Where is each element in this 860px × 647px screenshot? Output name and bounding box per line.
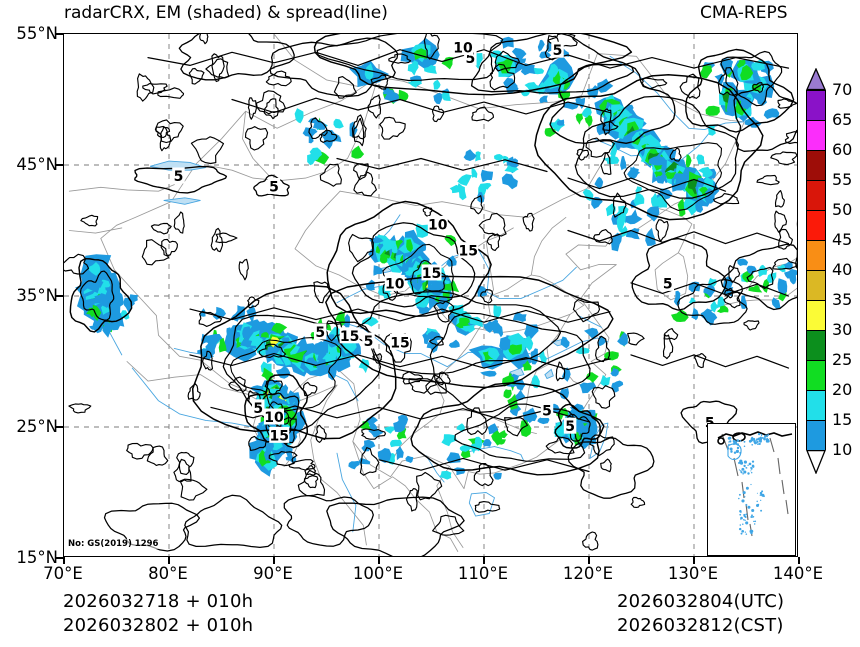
contour-label: 5	[269, 179, 279, 195]
colorbar-band	[806, 120, 826, 150]
colorbar-tick-label: 35	[832, 290, 853, 309]
x-tick-mark	[483, 557, 485, 564]
colorbar-tick-label: 30	[832, 320, 853, 339]
x-tick-mark	[168, 557, 170, 564]
contour-label: 15	[422, 266, 441, 282]
colorbar-tick-label: 65	[832, 110, 853, 129]
contour-label: 10	[264, 410, 284, 426]
footer-valid-utc: 2026032804(UTC)	[617, 591, 785, 612]
chart-title: radarCRX, EM (shaded) & spread(line)	[64, 3, 388, 23]
y-tick-label: 45°N	[16, 155, 58, 174]
colorbar-band	[806, 300, 826, 330]
x-tick-label: 100°E	[352, 564, 404, 583]
contour-label: 5	[465, 51, 475, 67]
x-tick-label: 70°E	[43, 564, 83, 583]
y-tick-label: 25°N	[16, 417, 58, 436]
y-tick-mark	[56, 426, 63, 428]
x-tick-mark	[693, 557, 695, 564]
colorbar-tick-label: 55	[832, 170, 853, 189]
contour-label: 5	[315, 325, 325, 341]
contour-label: 5	[364, 334, 374, 350]
colorbar-bottom-arrow	[806, 450, 826, 474]
colorbar-tick-label: 50	[832, 200, 853, 219]
map-plot-area: 55510101515105155155101555555 No: GS(201…	[63, 33, 798, 557]
colorbar-band	[806, 420, 826, 450]
y-tick-label: 55°N	[16, 24, 58, 43]
colorbar-tick-label: 20	[832, 380, 853, 399]
x-tick-label: 120°E	[562, 564, 614, 583]
colorbar-tick-label: 70	[832, 80, 853, 99]
inset-canvas	[717, 431, 793, 537]
y-tick-mark	[56, 295, 63, 297]
contour-label: 10	[385, 276, 405, 292]
contour-label: 5	[253, 401, 263, 417]
x-tick-label: 110°E	[457, 564, 509, 583]
colorbar-band	[806, 270, 826, 300]
y-tick-mark	[56, 557, 63, 559]
colorbar-band	[806, 150, 826, 180]
colorbar-band	[806, 90, 826, 120]
spread-contours	[64, 34, 797, 556]
colorbar-tick-label: 15	[832, 410, 853, 429]
colorbar-tick-label: 60	[832, 140, 853, 159]
contour-label: 10	[453, 41, 473, 57]
contour-label: 5	[542, 403, 552, 419]
x-tick-mark	[798, 557, 800, 564]
colorbar-band	[806, 210, 826, 240]
colorbar-band	[806, 390, 826, 420]
x-tick-label: 80°E	[148, 564, 188, 583]
contour-label: 15	[459, 244, 478, 260]
south-china-sea-inset	[707, 423, 796, 556]
colorbar-tick-label: 25	[832, 350, 853, 369]
footer-init-cst: 2026032802 + 010h	[63, 615, 254, 636]
x-tick-mark	[588, 557, 590, 564]
colorbar-band	[806, 240, 826, 270]
y-tick-label: 35°N	[16, 286, 58, 305]
contour-label: 15	[390, 335, 409, 351]
colorbar-band	[806, 330, 826, 360]
x-tick-label: 130°E	[667, 564, 719, 583]
map-canvas: 55510101515105155155101555555	[64, 34, 797, 556]
colorbar-top-arrow	[806, 68, 826, 90]
contour-label: 15	[340, 329, 359, 345]
contour-label: 10	[428, 217, 448, 233]
colorbar-band	[806, 360, 826, 390]
contour-label: 15	[270, 428, 289, 444]
contour-label: 5	[663, 276, 673, 292]
footer-init-utc: 2026032718 + 010h	[63, 591, 254, 612]
y-tick-mark	[56, 164, 63, 166]
inset-geography	[717, 431, 793, 537]
x-tick-label: 140°E	[772, 564, 824, 583]
model-label: CMA-REPS	[700, 3, 788, 23]
colorbar-band	[806, 180, 826, 210]
x-tick-label: 90°E	[253, 564, 293, 583]
colorbar-tick-label: 40	[832, 260, 853, 279]
footer-valid-cst: 2026032812(CST)	[617, 615, 784, 636]
x-tick-mark	[273, 557, 275, 564]
map-approval-watermark: No: GS(2019) 1296	[67, 539, 160, 549]
colorbar-tick-label: 10	[832, 440, 853, 459]
y-tick-label: 15°N	[16, 548, 58, 567]
contour-label: 5	[174, 169, 184, 185]
x-tick-mark	[63, 557, 65, 564]
contour-label: 5	[553, 43, 563, 59]
contour-label: 5	[565, 419, 575, 435]
y-tick-mark	[56, 33, 63, 35]
contour-labels: 55510101515105155155101555555	[172, 39, 716, 444]
x-tick-mark	[378, 557, 380, 564]
colorbar-tick-label: 45	[832, 230, 853, 249]
